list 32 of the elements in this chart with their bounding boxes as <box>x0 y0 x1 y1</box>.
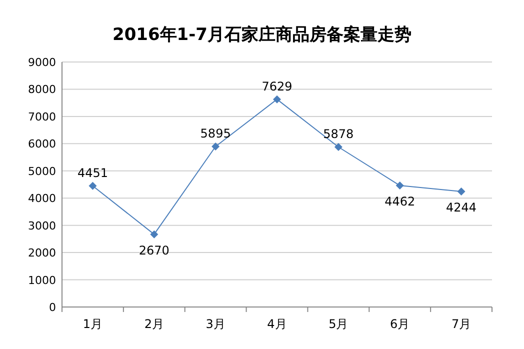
data-label: 4244 <box>446 200 477 214</box>
y-tick-label: 3000 <box>28 219 56 232</box>
x-tick-label: 4月 <box>267 317 287 331</box>
x-tick-label: 1月 <box>82 317 103 331</box>
point <box>212 142 220 151</box>
data-label: 5895 <box>200 126 231 141</box>
y-tick-label: 0 <box>49 301 56 314</box>
x-tick-label: 7月 <box>451 317 472 331</box>
data-label: 4451 <box>77 166 108 180</box>
y-tick-label: 8000 <box>28 83 56 96</box>
y-tick-label: 6000 <box>28 138 56 151</box>
point <box>334 142 342 151</box>
y-tick-label: 2000 <box>28 246 56 260</box>
point <box>396 182 404 190</box>
x-tick-label: 2月 <box>144 317 164 331</box>
y-tick-label: 4000 <box>28 192 56 206</box>
point <box>88 182 97 190</box>
y-tick-label: 5000 <box>28 164 56 178</box>
point <box>273 95 281 104</box>
y-tick-label: 7000 <box>28 110 56 124</box>
y-tick-label: 1000 <box>28 274 56 287</box>
x-tick-label: 6月 <box>390 317 410 331</box>
data-label: 5878 <box>323 126 354 141</box>
point <box>457 187 466 196</box>
data-label: 2670 <box>138 243 170 258</box>
x-tick-label: 3月 <box>206 317 226 331</box>
x-tick-label: 5月 <box>328 317 348 331</box>
chart-title: 2016年1-7月石家庄商品房备案量走势 <box>112 24 412 45</box>
data-label: 4462 <box>384 194 416 209</box>
data-label: 7629 <box>262 79 292 94</box>
point <box>150 230 158 238</box>
y-tick-label: 9000 <box>28 56 56 69</box>
